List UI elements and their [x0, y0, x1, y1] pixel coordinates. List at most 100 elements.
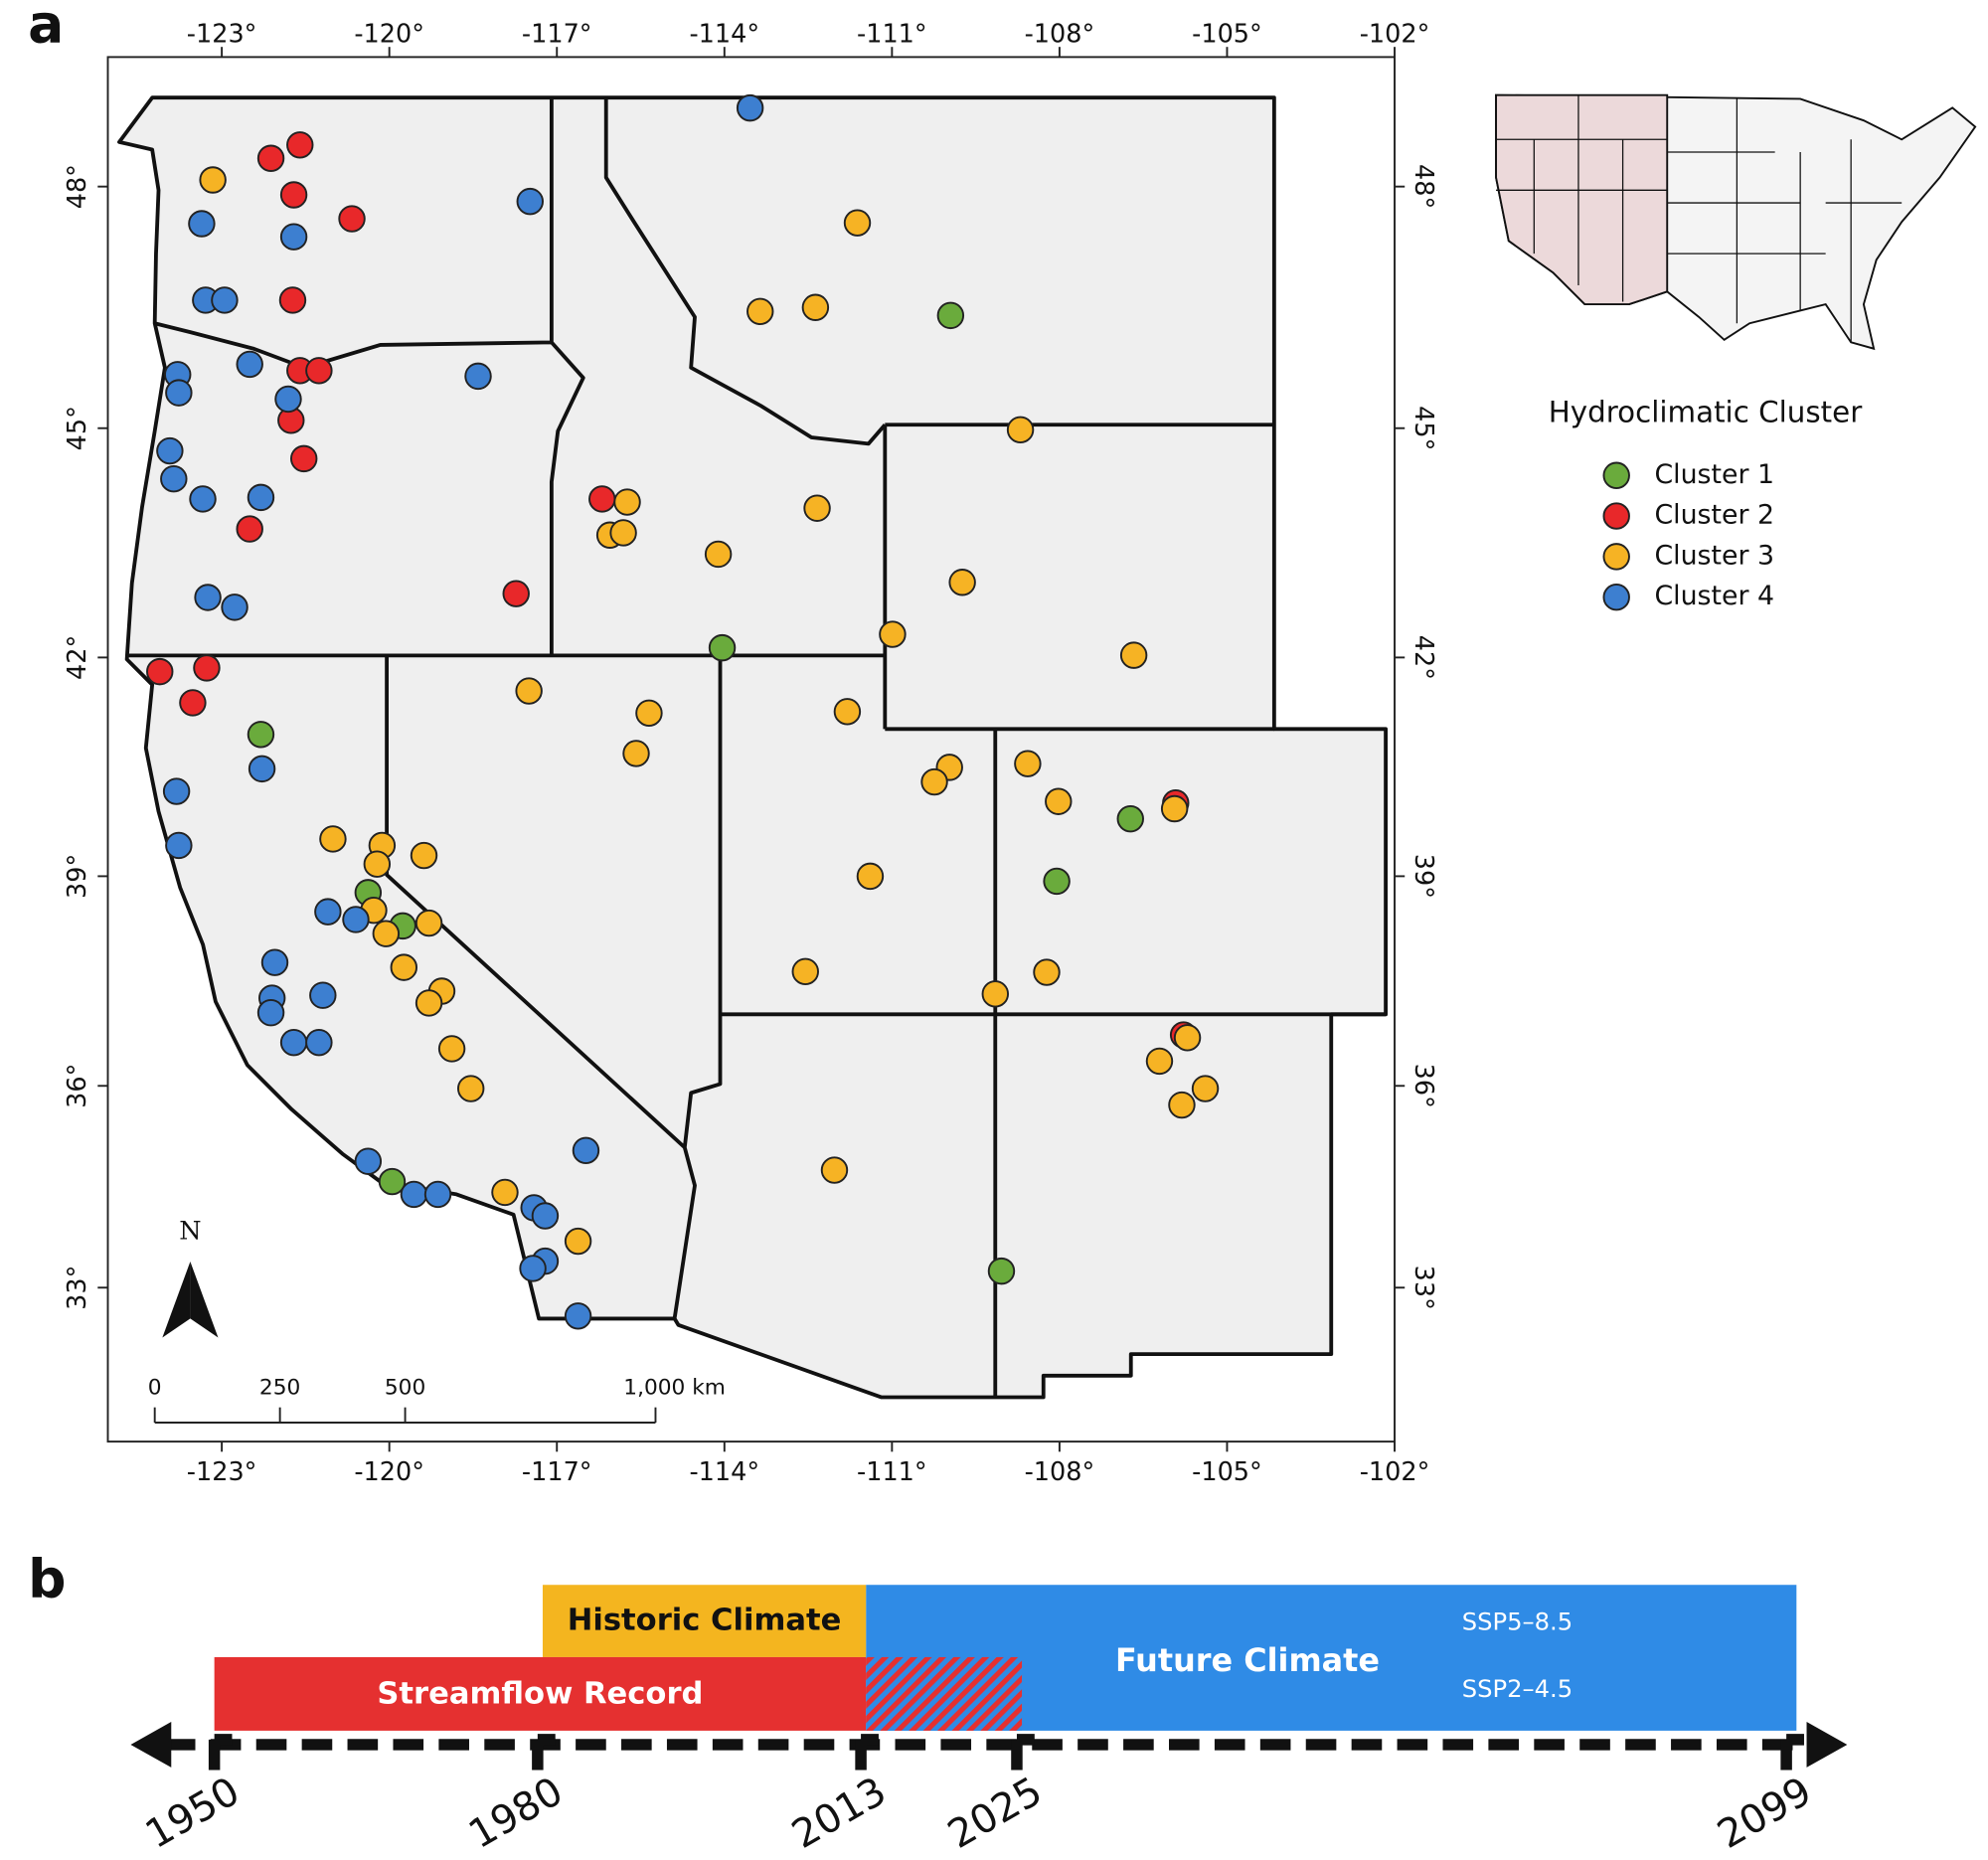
site-point: [736, 93, 764, 122]
legend-swatch: [1602, 461, 1630, 489]
site-point: [708, 633, 737, 662]
site-point: [305, 1028, 333, 1057]
site-point: [516, 187, 544, 216]
time-label: 1950: [138, 1769, 248, 1858]
time-tick: [855, 1734, 879, 1771]
x-tick-label: -105°: [1192, 1457, 1262, 1487]
site-point: [423, 1180, 452, 1209]
y-tick-label: 36°: [63, 1064, 92, 1108]
site-point: [1045, 787, 1073, 815]
panel-label: a: [28, 0, 64, 56]
axis-arrow: [1806, 1721, 1848, 1768]
site-point: [165, 379, 193, 407]
site-point: [165, 831, 193, 860]
site-point: [279, 223, 308, 251]
x-tick-label: -120°: [354, 1457, 424, 1487]
x-tick-label: -114°: [689, 1457, 759, 1487]
site-point: [987, 1257, 1016, 1285]
site-point: [260, 948, 289, 976]
time-label: 1980: [461, 1769, 571, 1858]
time-tick: [1780, 1734, 1804, 1771]
site-point: [820, 1156, 849, 1184]
site-point: [464, 362, 492, 391]
x-tick-label: -123°: [187, 20, 257, 50]
y-tick-label: 42°: [1408, 635, 1438, 680]
scale-label: 250: [259, 1376, 300, 1401]
site-point: [236, 350, 263, 379]
site-point: [456, 1075, 485, 1102]
panel-label: b: [28, 1547, 66, 1609]
site-point: [146, 657, 174, 686]
time-label: 2025: [940, 1769, 1050, 1858]
site-point: [179, 689, 207, 717]
site-point: [936, 301, 965, 330]
site-point: [572, 1136, 600, 1165]
x-tick-label: -123°: [187, 1457, 257, 1487]
site-point: [833, 698, 862, 726]
site-point: [1043, 867, 1071, 896]
x-tick-label: -108°: [1025, 1457, 1095, 1487]
site-point: [746, 297, 774, 326]
site-point: [502, 580, 530, 607]
time-label: 2099: [1710, 1769, 1819, 1858]
site-point: [803, 494, 831, 522]
site-point: [1168, 1091, 1196, 1119]
site-point: [564, 1227, 592, 1256]
site-point: [319, 825, 347, 853]
x-tick-label: -108°: [1025, 20, 1095, 50]
scale-label: 500: [385, 1376, 425, 1401]
legend-label: Cluster 4: [1654, 581, 1774, 611]
site-point: [248, 755, 276, 783]
site-point: [843, 209, 872, 237]
y-tick-label: 33°: [1408, 1266, 1438, 1310]
site-point: [279, 1028, 308, 1057]
x-tick-label: -105°: [1192, 20, 1262, 50]
site-point: [531, 1202, 560, 1230]
site-point: [564, 1302, 592, 1330]
site-point: [256, 144, 285, 172]
site-point: [221, 593, 248, 621]
y-tick-label: 39°: [1408, 854, 1438, 899]
site-point: [305, 357, 333, 385]
site-point: [378, 1167, 407, 1196]
site-point: [491, 1178, 519, 1207]
site-point: [1145, 1047, 1174, 1076]
site-point: [588, 485, 616, 513]
y-tick-label: 42°: [63, 635, 92, 680]
site-point: [920, 767, 948, 796]
site-point: [1116, 804, 1144, 833]
axis-arrow: [130, 1721, 172, 1768]
legend-swatch: [1602, 543, 1630, 571]
x-tick-label: -120°: [354, 20, 424, 50]
state-borders: [126, 97, 1387, 1398]
site-point: [519, 1255, 547, 1282]
streamflow-overlap: [866, 1656, 1023, 1731]
site-point: [338, 205, 366, 233]
site-point: [256, 999, 285, 1027]
site-point: [278, 286, 307, 314]
site-point: [160, 464, 188, 493]
site-point: [354, 1147, 383, 1175]
y-tick-label: 48°: [1408, 164, 1438, 209]
site-point: [704, 540, 733, 569]
y-tick-label: 45°: [1408, 406, 1438, 450]
time-label: 2013: [784, 1769, 894, 1858]
site-point: [390, 953, 417, 981]
legend-title: Hydroclimatic Cluster: [1549, 395, 1863, 428]
scenario-label: SSP2–4.5: [1462, 1675, 1573, 1703]
legend-label: Cluster 1: [1654, 459, 1774, 490]
site-point: [194, 584, 222, 611]
site-point: [189, 485, 217, 513]
legend-swatch: [1602, 583, 1630, 611]
x-tick-label: -102°: [1360, 1457, 1430, 1487]
site-point: [274, 385, 302, 414]
time-tick: [208, 1734, 233, 1771]
streamflow-bar: [214, 1656, 867, 1731]
site-point: [948, 569, 976, 596]
site-point: [981, 980, 1010, 1008]
site-point: [314, 898, 342, 926]
legend-label: Cluster 2: [1654, 500, 1774, 531]
inset-map: [1495, 93, 1977, 351]
